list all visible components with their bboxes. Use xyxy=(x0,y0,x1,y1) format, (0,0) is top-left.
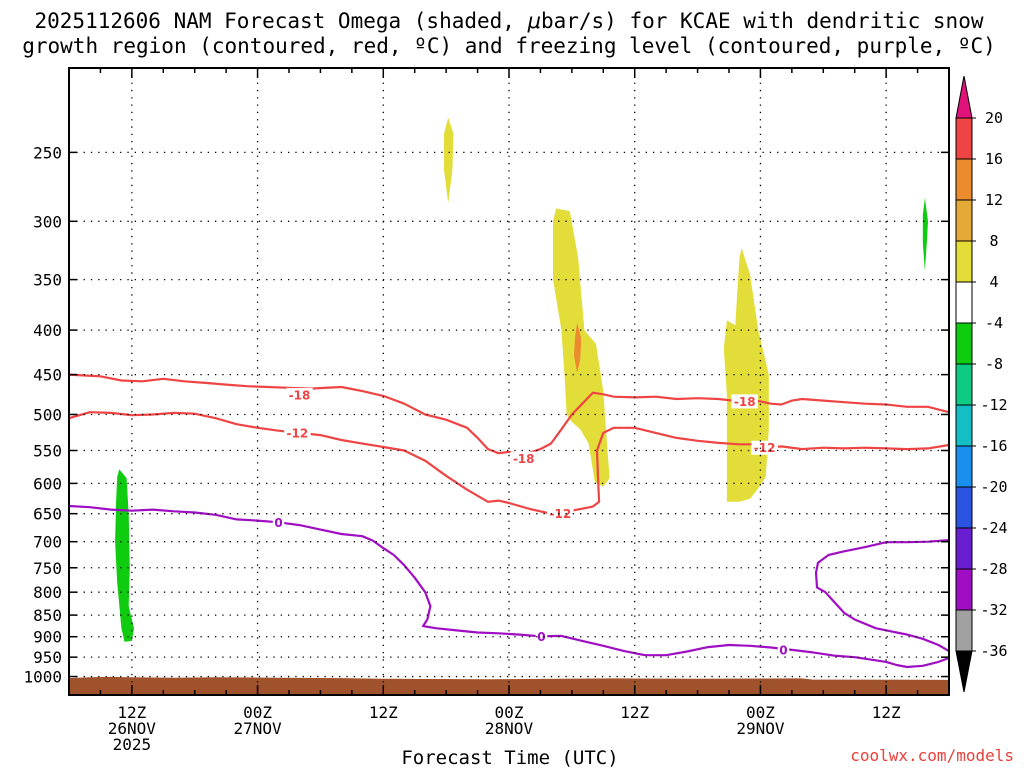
x-axis-label: Forecast Time (UTC) xyxy=(401,747,618,768)
colorbar-bin xyxy=(955,199,973,242)
plot-area: -18 -18 -18 -12 -12 -12 0 0 0 250 300 350 400 450 500 5… xyxy=(23,67,950,754)
x-tick-label: 29NOV xyxy=(736,719,785,738)
y-tick-label: 250 xyxy=(33,143,62,162)
colorbar-label: -24 xyxy=(980,519,1007,537)
dgz-minus12-label: -12 xyxy=(549,507,571,521)
y-tick-label: 550 xyxy=(33,442,62,461)
dgz-minus12-label-bg xyxy=(547,506,574,521)
colorbar-bin xyxy=(955,568,973,611)
freezing-level-label: 0 xyxy=(537,630,545,644)
x-tick-label: 12Z xyxy=(872,703,901,722)
colorbar-label: 4 xyxy=(989,273,998,291)
dgz-minus18-label-bg xyxy=(510,451,537,466)
y-tick-label: 750 xyxy=(33,559,62,578)
y-tick-label: 450 xyxy=(33,366,62,385)
colorbar: 20 16 12 8 4 -4 -8 -12 -16 -20 -24 -28 -32 -36 xyxy=(955,75,1008,693)
freezing-level-island-contour xyxy=(814,539,949,653)
x-tick-label: 12Z xyxy=(369,703,398,722)
credit-text: coolwx.com/models xyxy=(850,746,1014,765)
dgz-minus18-label-bg xyxy=(731,394,758,409)
dgz-minus12-label: -12 xyxy=(287,426,309,440)
y-tick-label: 400 xyxy=(33,321,62,340)
freezing-level-label: 0 xyxy=(779,643,787,657)
colorbar-bin xyxy=(955,158,973,201)
colorbar-bin xyxy=(955,445,973,488)
dgz-minus18-label: -18 xyxy=(289,389,311,403)
colorbar-bin xyxy=(955,363,973,406)
y-tick-label: 500 xyxy=(33,405,62,424)
colorbar-label: -12 xyxy=(980,396,1007,414)
x-tick-label: 12Z xyxy=(117,703,146,722)
x-tick-label: 00Z xyxy=(495,703,524,722)
dgz-minus18-label: -18 xyxy=(513,452,535,466)
colorbar-label: -20 xyxy=(980,478,1007,496)
omega-lift-8to12-region xyxy=(574,322,582,373)
freezing-level-label-bg xyxy=(777,642,790,657)
chart-title-line-2: growth region (contoured, red, ºC) and f… xyxy=(22,34,996,58)
dgz-minus18-label: -18 xyxy=(734,395,756,409)
x-tick-label: 00Z xyxy=(746,703,775,722)
omega-lift-4to8-region xyxy=(723,248,769,502)
colorbar-bin xyxy=(955,486,973,529)
y-tick-label: 350 xyxy=(33,271,62,290)
x-tick-label: 27NOV xyxy=(233,719,282,738)
colorbar-top-arrow xyxy=(955,75,973,119)
y-tick-label: 1000 xyxy=(23,668,62,687)
colorbar-bin xyxy=(955,609,973,652)
freezing-level-label-bg xyxy=(535,629,548,644)
dgz-minus18-contour xyxy=(69,373,949,459)
freezing-level-label: 0 xyxy=(274,516,282,530)
omega-lift-4to8-region xyxy=(444,117,454,204)
colorbar-label: -16 xyxy=(980,437,1007,455)
y-tick-label: 300 xyxy=(33,212,62,231)
colorbar-label: -32 xyxy=(980,601,1007,619)
y-tick-label: 800 xyxy=(33,583,62,602)
colorbar-label: 16 xyxy=(985,150,1003,168)
colorbar-bin xyxy=(955,117,973,160)
freezing-level-contour xyxy=(69,504,949,669)
x-tick-label: 26NOV xyxy=(108,719,157,738)
colorbar-label: 12 xyxy=(985,191,1003,209)
colorbar-label: 20 xyxy=(985,109,1003,127)
colorbar-label: -8 xyxy=(985,355,1003,373)
colorbar-bin xyxy=(955,527,973,570)
mu-symbol: μ xyxy=(527,9,541,33)
dgz-minus12-label-bg xyxy=(284,425,311,440)
y-tick-label: 700 xyxy=(33,533,62,552)
dgz-minus18-label-bg xyxy=(286,388,313,403)
omega-sink-4to8-region xyxy=(115,469,134,642)
colorbar-label: -4 xyxy=(985,314,1003,332)
colorbar-label: -36 xyxy=(980,642,1007,660)
colorbar-bin xyxy=(955,322,973,365)
dgz-minus12-label: -12 xyxy=(754,441,776,455)
x-tick-label: 12Z xyxy=(620,703,649,722)
y-tick-label: 600 xyxy=(33,474,62,493)
x-tick-label: 2025 xyxy=(113,735,152,754)
freezing-level-label-bg xyxy=(272,515,285,530)
colorbar-bin xyxy=(955,404,973,447)
omega-lift-4to8-region xyxy=(553,208,610,487)
x-tick-label: 00Z xyxy=(243,703,272,722)
colorbar-bin xyxy=(955,240,973,283)
y-tick-label: 650 xyxy=(33,505,62,524)
x-tick-label: 28NOV xyxy=(485,719,534,738)
y-tick-label: 850 xyxy=(33,606,62,625)
omega-sink-4to8-region xyxy=(922,197,928,271)
y-tick-label: 900 xyxy=(33,628,62,647)
colorbar-label: -28 xyxy=(980,560,1007,578)
dgz-minus12-label-bg xyxy=(751,440,778,455)
colorbar-bottom-arrow xyxy=(955,650,973,693)
chart-title-line-1: 2025112606 NAM Forecast Omega (shaded, μ… xyxy=(35,9,984,33)
colorbar-bin xyxy=(955,281,973,324)
colorbar-label: 8 xyxy=(989,232,998,250)
y-tick-label: 950 xyxy=(33,648,62,667)
